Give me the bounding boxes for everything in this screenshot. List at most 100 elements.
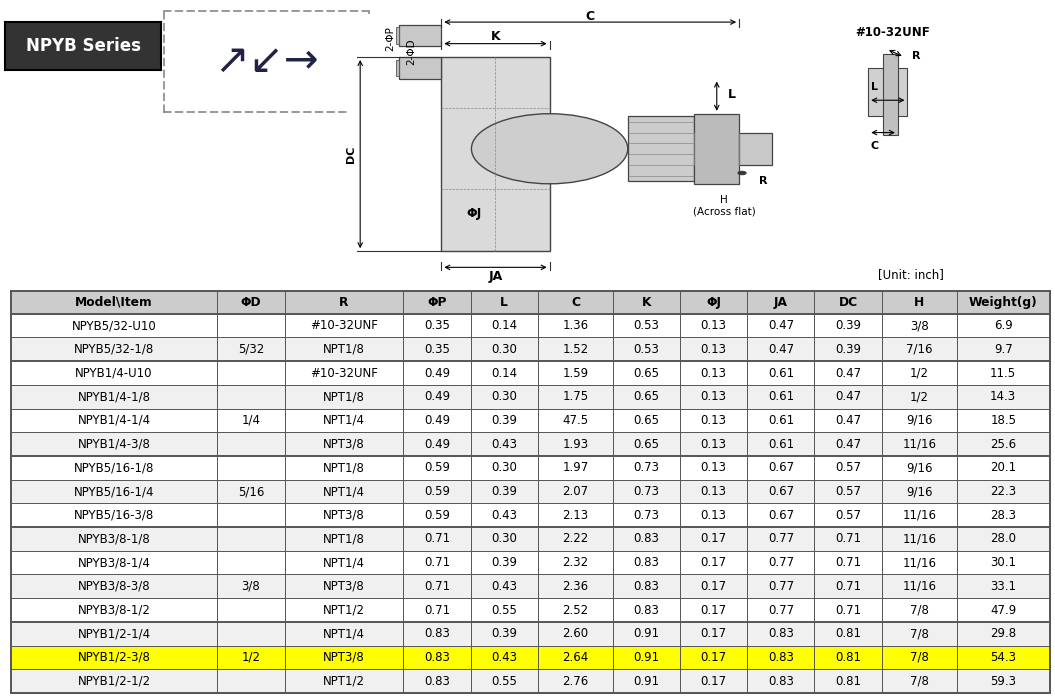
- Bar: [747, 480, 814, 503]
- Text: NPYB1/4-1/4: NPYB1/4-1/4: [77, 414, 151, 427]
- Bar: [628, 116, 694, 181]
- Text: JA: JA: [488, 270, 502, 284]
- Text: NPT1/4: NPT1/4: [323, 414, 365, 427]
- Bar: [882, 337, 957, 361]
- Text: 0.30: 0.30: [492, 533, 517, 545]
- Bar: [613, 433, 680, 456]
- Bar: [882, 480, 957, 503]
- Text: 0.77: 0.77: [768, 556, 794, 569]
- Text: 0.67: 0.67: [768, 485, 794, 498]
- Text: 33.1: 33.1: [991, 580, 1016, 593]
- Text: R: R: [340, 295, 349, 309]
- Text: 2-ΦP: 2-ΦP: [385, 26, 396, 50]
- Text: 0.30: 0.30: [492, 343, 517, 356]
- Bar: [680, 575, 747, 598]
- Bar: [403, 527, 471, 551]
- Bar: [217, 433, 285, 456]
- Bar: [538, 361, 613, 385]
- Bar: [403, 622, 471, 645]
- Text: 0.57: 0.57: [836, 485, 861, 498]
- Bar: [882, 622, 957, 645]
- Bar: [957, 433, 1050, 456]
- Text: C: C: [870, 141, 879, 151]
- Text: NPT1/8: NPT1/8: [323, 390, 365, 403]
- Text: 0.91: 0.91: [633, 651, 659, 664]
- Text: 3/8: 3/8: [242, 580, 261, 593]
- Text: 0.65: 0.65: [633, 367, 659, 379]
- Bar: [747, 456, 814, 480]
- Text: 0.47: 0.47: [768, 319, 794, 332]
- Bar: [217, 409, 285, 433]
- Bar: [285, 361, 403, 385]
- Bar: [11, 433, 217, 456]
- Text: 0.53: 0.53: [633, 319, 659, 332]
- Bar: [538, 622, 613, 645]
- Bar: [814, 503, 882, 527]
- Bar: [883, 55, 899, 135]
- Text: 0.17: 0.17: [701, 651, 727, 664]
- Text: 0.43: 0.43: [492, 438, 517, 451]
- Text: NPT1/8: NPT1/8: [323, 533, 365, 545]
- Bar: [403, 503, 471, 527]
- Text: 18.5: 18.5: [991, 414, 1016, 427]
- Bar: [738, 132, 772, 165]
- Text: 0.57: 0.57: [836, 461, 861, 475]
- Bar: [217, 314, 285, 337]
- Bar: [11, 598, 217, 622]
- Bar: [747, 575, 814, 598]
- Text: R: R: [913, 51, 921, 61]
- Bar: [957, 503, 1050, 527]
- Bar: [882, 598, 957, 622]
- Bar: [747, 622, 814, 645]
- Text: 0.59: 0.59: [424, 485, 450, 498]
- Bar: [285, 456, 403, 480]
- Bar: [957, 645, 1050, 669]
- Bar: [285, 409, 403, 433]
- Bar: [538, 575, 613, 598]
- Text: NPYB5/16-1/4: NPYB5/16-1/4: [74, 485, 154, 498]
- Text: 20.1: 20.1: [991, 461, 1016, 475]
- Text: 2.32: 2.32: [562, 556, 589, 569]
- Text: 0.13: 0.13: [701, 367, 727, 379]
- Text: 2.22: 2.22: [562, 533, 589, 545]
- Bar: [747, 290, 814, 314]
- Bar: [403, 290, 471, 314]
- Text: 0.73: 0.73: [633, 485, 659, 498]
- Bar: [471, 361, 538, 385]
- Text: 1/4: 1/4: [242, 414, 261, 427]
- Bar: [397, 60, 399, 76]
- Bar: [882, 456, 957, 480]
- Text: 0.61: 0.61: [768, 438, 794, 451]
- Text: 0.13: 0.13: [701, 461, 727, 475]
- Text: NPT1/4: NPT1/4: [323, 485, 365, 498]
- Bar: [957, 385, 1050, 409]
- Text: 54.3: 54.3: [991, 651, 1016, 664]
- Bar: [471, 409, 538, 433]
- Bar: [613, 314, 680, 337]
- Bar: [680, 503, 747, 527]
- Text: 0.65: 0.65: [633, 414, 659, 427]
- Bar: [285, 503, 403, 527]
- Bar: [538, 551, 613, 575]
- Text: R: R: [759, 176, 767, 186]
- Text: 7/8: 7/8: [909, 651, 928, 664]
- Bar: [285, 337, 403, 361]
- Bar: [613, 503, 680, 527]
- Bar: [814, 551, 882, 575]
- Text: 0.71: 0.71: [424, 533, 450, 545]
- Bar: [882, 409, 957, 433]
- Bar: [471, 527, 538, 551]
- Bar: [11, 622, 217, 645]
- Bar: [814, 290, 882, 314]
- Text: 0.77: 0.77: [768, 603, 794, 617]
- Text: 0.71: 0.71: [835, 556, 861, 569]
- Text: 2.76: 2.76: [562, 675, 589, 687]
- Bar: [957, 669, 1050, 693]
- Text: 0.83: 0.83: [424, 651, 450, 664]
- Text: 14.3: 14.3: [991, 390, 1016, 403]
- Text: 0.13: 0.13: [701, 509, 727, 522]
- Bar: [538, 598, 613, 622]
- Text: 5/32: 5/32: [237, 343, 264, 356]
- Text: 0.71: 0.71: [424, 580, 450, 593]
- Bar: [217, 645, 285, 669]
